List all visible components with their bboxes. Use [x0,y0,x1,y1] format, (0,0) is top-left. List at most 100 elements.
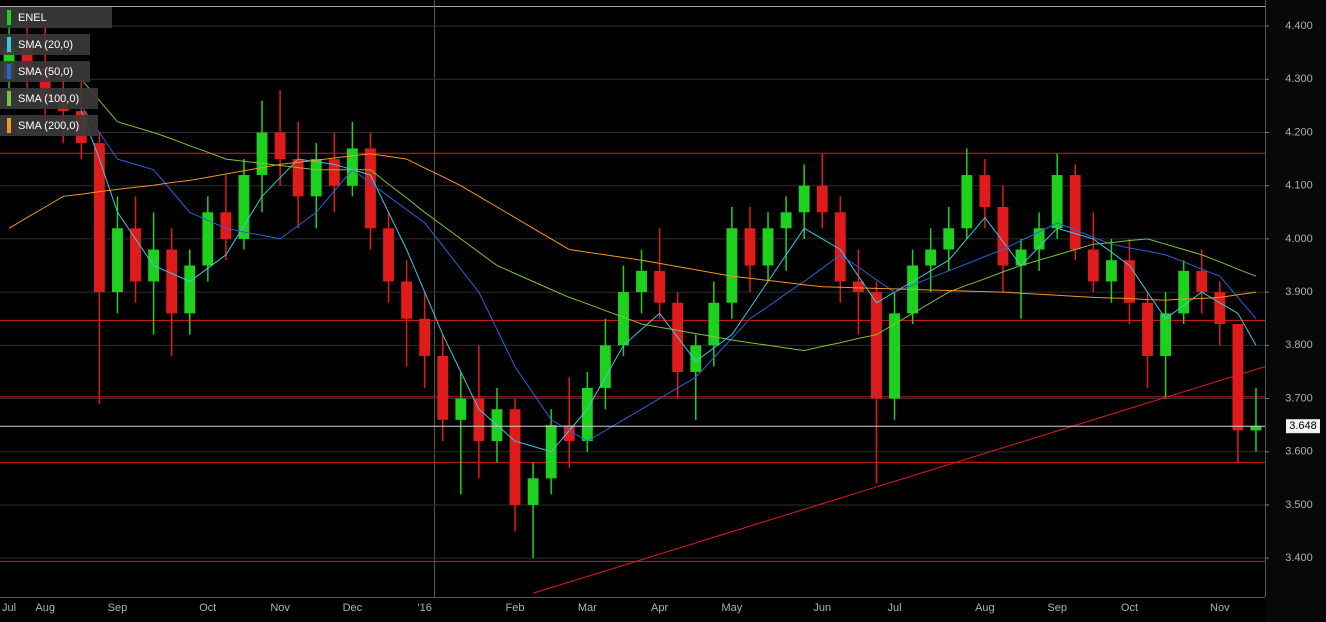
candle-body [581,387,593,442]
x-tick-label: Feb [506,602,525,614]
candle-body [346,148,358,186]
candle-body [1051,175,1063,229]
y-tick-label: 3.400 [1285,552,1313,564]
last-price-label: 3.648 [1289,420,1317,432]
candle-body [527,478,539,505]
x-tick-label: Apr [651,602,668,614]
candle-body [292,159,304,197]
x-tick-label: Oct [199,602,216,614]
candle-body [636,270,647,293]
x-tick-label: May [722,602,743,614]
candle-body [1160,313,1172,356]
candle-body [744,228,756,266]
candle-body [1087,249,1099,282]
y-tick-label: 3.800 [1285,339,1313,351]
candle-body [780,212,792,229]
candle-body [1178,270,1190,314]
candle-body [365,148,376,229]
legend-box [0,7,112,28]
candle-body [184,265,196,314]
candle-body [997,206,1009,266]
x-tick-label: Nov [270,602,290,614]
candle-body [473,398,485,442]
candle-body [599,345,611,388]
legend-swatch [7,64,11,79]
y-tick-label: 4.300 [1285,73,1313,85]
candle-body [1015,249,1027,266]
legend-swatch [7,118,11,133]
x-tick-label: Dec [343,602,363,614]
candle-body [437,355,449,420]
sma-line [8,153,1257,301]
y-tick-label: 4.000 [1285,233,1313,245]
candle-body [618,292,629,346]
x-tick-label: Jul [888,602,902,614]
candle-body [1124,260,1135,303]
candle-body [112,228,123,293]
y-tick-label: 4.200 [1285,126,1313,138]
candle-body [328,159,340,186]
y-tick-label: 3.900 [1285,286,1313,298]
candle-body [889,313,900,399]
candle-body [798,185,810,213]
candle-body [816,185,828,213]
y-tick-label: 4.100 [1285,180,1313,192]
candle-body [455,398,467,420]
legend-swatch [7,10,11,25]
legend-swatch [7,37,11,52]
y-axis-panel [1266,0,1326,622]
candle-body [708,302,720,346]
x-tick-label: Mar [578,602,597,614]
x-tick-label: Jun [813,602,831,614]
last-price-box [1286,419,1320,434]
candle-body [383,228,394,282]
candle-body [401,281,413,319]
x-tick-label: Jul [2,602,16,614]
x-tick-label: Aug [35,602,55,614]
legend-box [0,34,90,55]
candle-body [762,228,774,266]
legend-box [0,88,98,109]
candle-body [1232,324,1244,431]
candle-body [21,47,33,69]
x-tick-label: Aug [975,602,995,614]
x-tick-label: Sep [108,602,128,614]
x-tick-label: Sep [1047,602,1067,614]
candle-body [1142,302,1153,356]
x-tick-label: Oct [1121,602,1138,614]
sma-line [80,105,1257,442]
legend-label: SMA (20,0) [18,39,73,51]
candle-body [979,175,991,207]
candle-body [943,228,955,250]
legend-label: SMA (50,0) [18,66,73,78]
candle-body [690,345,702,372]
candle-body [166,249,178,314]
candle-body [1196,270,1208,293]
legend-label: SMA (100,0) [18,93,79,105]
candle-body [726,228,738,303]
candle-body [310,159,322,197]
candle-body [654,270,666,303]
candle-body [1069,175,1081,250]
sma-line [80,111,1257,453]
candle-body [202,212,214,266]
legend-label: ENEL [18,12,47,24]
candle-body [256,132,268,176]
y-tick-label: 3.600 [1285,446,1313,458]
x-tick-label: '16 [418,602,432,614]
legend-box [0,61,90,82]
candle-body [1250,426,1262,431]
candle-body [1105,260,1117,282]
candle-body [509,409,521,505]
candle-body [961,175,973,229]
legend-label: SMA (200,0) [18,120,79,132]
candle-body [419,318,431,356]
candle-body [925,249,937,266]
y-tick-label: 4.400 [1285,20,1313,32]
candle-body [39,68,51,101]
legend-swatch [7,91,11,106]
y-tick-label: 3.700 [1285,392,1313,404]
candle-body [852,281,864,293]
